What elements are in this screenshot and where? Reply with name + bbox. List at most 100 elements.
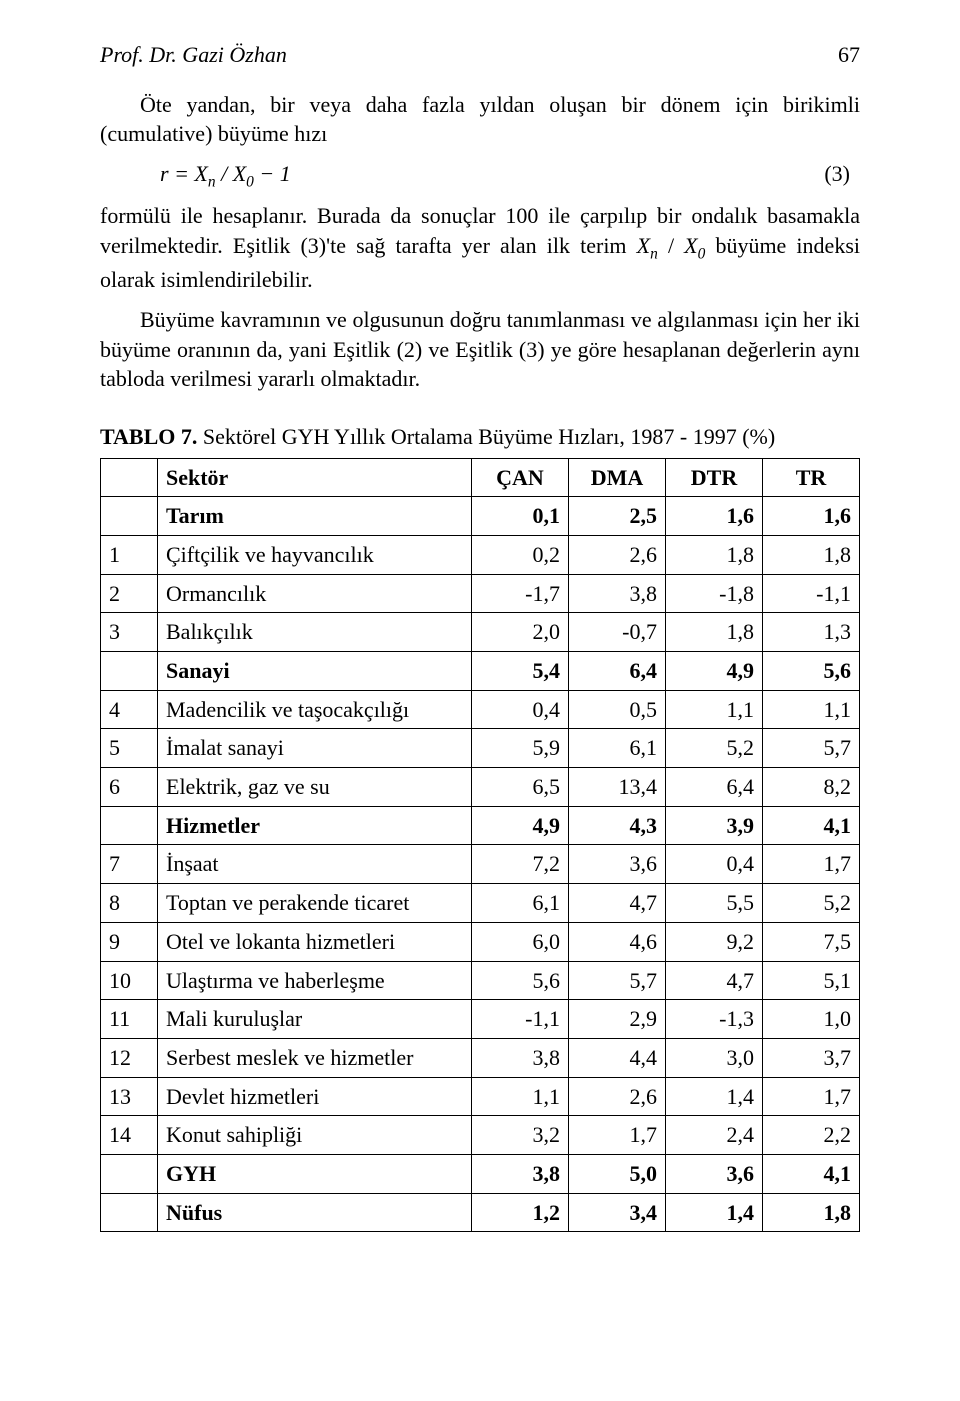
row-value: -1,3 xyxy=(666,1000,763,1039)
row-value: 6,4 xyxy=(666,768,763,807)
table-row: 4Madencilik ve taşocakçılığı0,40,51,11,1 xyxy=(101,690,860,729)
inline-term: Xn / X0 xyxy=(637,233,706,258)
table-header-tr: TR xyxy=(763,458,860,497)
table-header-row: Sektör ÇAN DMA DTR TR xyxy=(101,458,860,497)
table-row: GYH3,85,03,64,1 xyxy=(101,1154,860,1193)
row-value: 1,8 xyxy=(763,535,860,574)
row-name: Ulaştırma ve haberleşme xyxy=(158,961,472,1000)
table-header-blank xyxy=(101,458,158,497)
table-7-title-rest: Sektörel GYH Yıllık Ortalama Büyüme Hızl… xyxy=(197,424,775,449)
row-value: 0,5 xyxy=(569,690,666,729)
paragraph-1: Öte yandan, bir veya daha fazla yıldan o… xyxy=(100,90,860,149)
equation-3-formula: r = Xn / X0 − 1 xyxy=(160,159,291,193)
row-name: İmalat sanayi xyxy=(158,729,472,768)
row-value: 4,9 xyxy=(472,806,569,845)
row-value: 6,0 xyxy=(472,922,569,961)
paragraph-1-text: Öte yandan, bir veya daha fazla yıldan o… xyxy=(100,92,860,147)
table-row: 3Balıkçılık2,0-0,71,81,3 xyxy=(101,613,860,652)
table-row: 1Çiftçilik ve hayvancılık0,22,61,81,8 xyxy=(101,535,860,574)
table-row: Tarım0,12,51,61,6 xyxy=(101,497,860,536)
table-header-sector: Sektör xyxy=(158,458,472,497)
row-value: 5,6 xyxy=(472,961,569,1000)
row-value: 3,7 xyxy=(763,1038,860,1077)
row-name: Madencilik ve taşocakçılığı xyxy=(158,690,472,729)
row-value: -1,1 xyxy=(472,1000,569,1039)
row-index: 10 xyxy=(101,961,158,1000)
row-value: 5,1 xyxy=(763,961,860,1000)
row-value: 8,2 xyxy=(763,768,860,807)
row-value: 1,6 xyxy=(763,497,860,536)
row-name: Konut sahipliği xyxy=(158,1116,472,1155)
table-header-dma: DMA xyxy=(569,458,666,497)
row-value: 4,4 xyxy=(569,1038,666,1077)
row-value: 2,5 xyxy=(569,497,666,536)
row-value: 1,8 xyxy=(763,1193,860,1232)
table-row: 8Toptan ve perakende ticaret6,14,75,55,2 xyxy=(101,884,860,923)
table-header-can: ÇAN xyxy=(472,458,569,497)
row-name: Elektrik, gaz ve su xyxy=(158,768,472,807)
row-value: 5,5 xyxy=(666,884,763,923)
table-7: Sektör ÇAN DMA DTR TR Tarım0,12,51,61,61… xyxy=(100,458,860,1233)
row-value: 1,3 xyxy=(763,613,860,652)
row-index: 8 xyxy=(101,884,158,923)
table-row: Nüfus1,23,41,41,8 xyxy=(101,1193,860,1232)
row-name: GYH xyxy=(158,1154,472,1193)
row-index xyxy=(101,1193,158,1232)
row-name: Otel ve lokanta hizmetleri xyxy=(158,922,472,961)
row-value: 4,3 xyxy=(569,806,666,845)
row-value: 3,8 xyxy=(472,1038,569,1077)
row-value: 3,8 xyxy=(569,574,666,613)
row-value: 1,1 xyxy=(472,1077,569,1116)
row-value: 5,9 xyxy=(472,729,569,768)
row-value: 5,6 xyxy=(763,652,860,691)
row-value: 1,4 xyxy=(666,1193,763,1232)
row-index: 14 xyxy=(101,1116,158,1155)
paragraph-3: Büyüme kavramının ve olgusunun doğru tan… xyxy=(100,305,860,394)
row-value: 4,7 xyxy=(569,884,666,923)
row-name: Mali kuruluşlar xyxy=(158,1000,472,1039)
row-value: 3,9 xyxy=(666,806,763,845)
row-index: 12 xyxy=(101,1038,158,1077)
row-value: 7,5 xyxy=(763,922,860,961)
row-value: 3,6 xyxy=(569,845,666,884)
row-value: 0,1 xyxy=(472,497,569,536)
row-value: -1,7 xyxy=(472,574,569,613)
row-value: 1,7 xyxy=(763,845,860,884)
equation-3-number: (3) xyxy=(824,159,860,193)
row-name: Tarım xyxy=(158,497,472,536)
row-value: 7,2 xyxy=(472,845,569,884)
row-index: 4 xyxy=(101,690,158,729)
row-value: 4,9 xyxy=(666,652,763,691)
row-value: -1,1 xyxy=(763,574,860,613)
header-page-number: 67 xyxy=(838,40,860,70)
row-value: 4,1 xyxy=(763,1154,860,1193)
row-value: 4,1 xyxy=(763,806,860,845)
row-value: 2,0 xyxy=(472,613,569,652)
row-value: 1,7 xyxy=(569,1116,666,1155)
row-index: 2 xyxy=(101,574,158,613)
row-value: 5,7 xyxy=(569,961,666,1000)
row-value: 5,2 xyxy=(666,729,763,768)
row-value: 5,2 xyxy=(763,884,860,923)
table-row: 10Ulaştırma ve haberleşme5,65,74,75,1 xyxy=(101,961,860,1000)
row-index xyxy=(101,497,158,536)
row-value: 3,8 xyxy=(472,1154,569,1193)
row-value: 5,4 xyxy=(472,652,569,691)
table-row: 5İmalat sanayi5,96,15,25,7 xyxy=(101,729,860,768)
row-name: Sanayi xyxy=(158,652,472,691)
table-row: Hizmetler4,94,33,94,1 xyxy=(101,806,860,845)
table-7-title: TABLO 7. Sektörel GYH Yıllık Ortalama Bü… xyxy=(100,422,860,452)
row-value: -0,7 xyxy=(569,613,666,652)
row-index: 11 xyxy=(101,1000,158,1039)
row-value: 1,1 xyxy=(763,690,860,729)
row-index: 5 xyxy=(101,729,158,768)
row-index: 6 xyxy=(101,768,158,807)
row-index: 3 xyxy=(101,613,158,652)
row-index xyxy=(101,806,158,845)
row-value: 0,4 xyxy=(666,845,763,884)
table-header-dtr: DTR xyxy=(666,458,763,497)
row-value: 5,0 xyxy=(569,1154,666,1193)
row-index xyxy=(101,1154,158,1193)
row-value: 6,1 xyxy=(569,729,666,768)
row-value: 1,1 xyxy=(666,690,763,729)
